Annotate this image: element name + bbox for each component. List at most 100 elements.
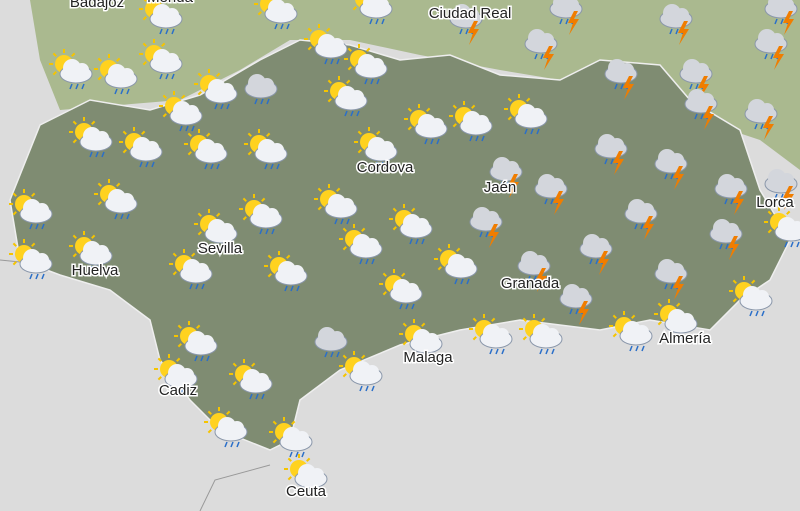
sun-ray [336, 187, 341, 192]
weather-icon [264, 251, 308, 292]
sun-ray [437, 247, 442, 252]
lightning [578, 301, 589, 325]
cloud [195, 263, 209, 277]
rain [424, 138, 428, 145]
weather-icon [659, 4, 693, 45]
rain [565, 18, 569, 25]
weather-icon [404, 104, 448, 145]
weather-icon [9, 239, 53, 280]
weather-icon [194, 69, 238, 110]
weather-icon [449, 4, 483, 45]
sun-ray [142, 61, 147, 66]
rain [286, 23, 290, 30]
rain [595, 258, 599, 265]
cloud [540, 33, 554, 47]
rain [641, 345, 645, 352]
rain [540, 53, 544, 60]
rain [499, 181, 503, 188]
rain [640, 223, 644, 230]
sun-ray [507, 116, 512, 121]
rain [185, 125, 189, 132]
cloud [165, 53, 179, 67]
rain [330, 351, 334, 358]
rain [270, 163, 274, 170]
sun-ray [307, 46, 312, 51]
cloud [210, 143, 224, 157]
rain [214, 243, 218, 250]
sun-ray [767, 210, 772, 215]
rain [165, 28, 169, 35]
sun-ray [317, 187, 322, 192]
weather-icon [519, 314, 563, 355]
weather-icon [469, 207, 503, 248]
weather-icon [744, 99, 778, 140]
rain [670, 283, 674, 290]
weather-icon [579, 234, 613, 275]
sun-ray [767, 229, 772, 234]
rain [376, 78, 380, 85]
weather-icon [119, 127, 163, 168]
cloud [120, 68, 134, 82]
weather-icon [169, 249, 213, 290]
rain [120, 213, 124, 220]
rain [730, 198, 734, 205]
rain [200, 355, 204, 362]
weather-icon [609, 311, 653, 352]
weather-icon [284, 454, 328, 495]
sun-ray [172, 252, 177, 257]
cloud [310, 468, 324, 482]
cloud [340, 198, 354, 212]
weather-icon [139, 39, 183, 80]
rain [774, 193, 778, 200]
rain [295, 451, 299, 458]
city-label: Jaén [484, 179, 517, 196]
rain [694, 113, 698, 120]
sun-ray [247, 132, 252, 137]
rain [29, 223, 33, 230]
sun-ray [207, 429, 212, 434]
cloud [700, 93, 714, 107]
rain [35, 223, 39, 230]
cloud [370, 58, 384, 72]
rain [216, 163, 220, 170]
cloud [530, 108, 544, 122]
rain [481, 135, 485, 142]
rain [675, 28, 679, 35]
rain [324, 351, 328, 358]
sun-ray [327, 79, 332, 84]
sun-ray [401, 272, 406, 277]
sun-ray [116, 182, 121, 187]
rain [760, 123, 764, 130]
cloud [415, 218, 429, 232]
sun-ray [226, 410, 231, 415]
sun-ray [407, 107, 412, 112]
sun-ray [272, 420, 277, 425]
sun-ray [261, 197, 266, 202]
cloud [780, 173, 794, 187]
weather-icon [449, 101, 493, 142]
rain [220, 103, 224, 110]
cloud [165, 8, 179, 22]
sun-ray [306, 457, 311, 462]
cloud [755, 290, 769, 304]
rain [126, 213, 130, 220]
rain [475, 135, 479, 142]
sun-ray [357, 149, 362, 154]
cloud [680, 313, 694, 327]
sun-ray [187, 151, 192, 156]
cloud [290, 265, 304, 279]
rain [336, 58, 340, 65]
lightning [568, 11, 579, 35]
cloud [35, 253, 49, 267]
rain [380, 161, 384, 168]
cloud [430, 118, 444, 132]
rain [350, 110, 354, 117]
cloud [185, 105, 199, 119]
rain [436, 138, 440, 145]
sun-ray [541, 317, 546, 322]
weather-icon [244, 129, 288, 170]
lightning [508, 174, 519, 198]
rain [700, 113, 704, 120]
rain [296, 285, 300, 292]
rain [780, 193, 784, 200]
